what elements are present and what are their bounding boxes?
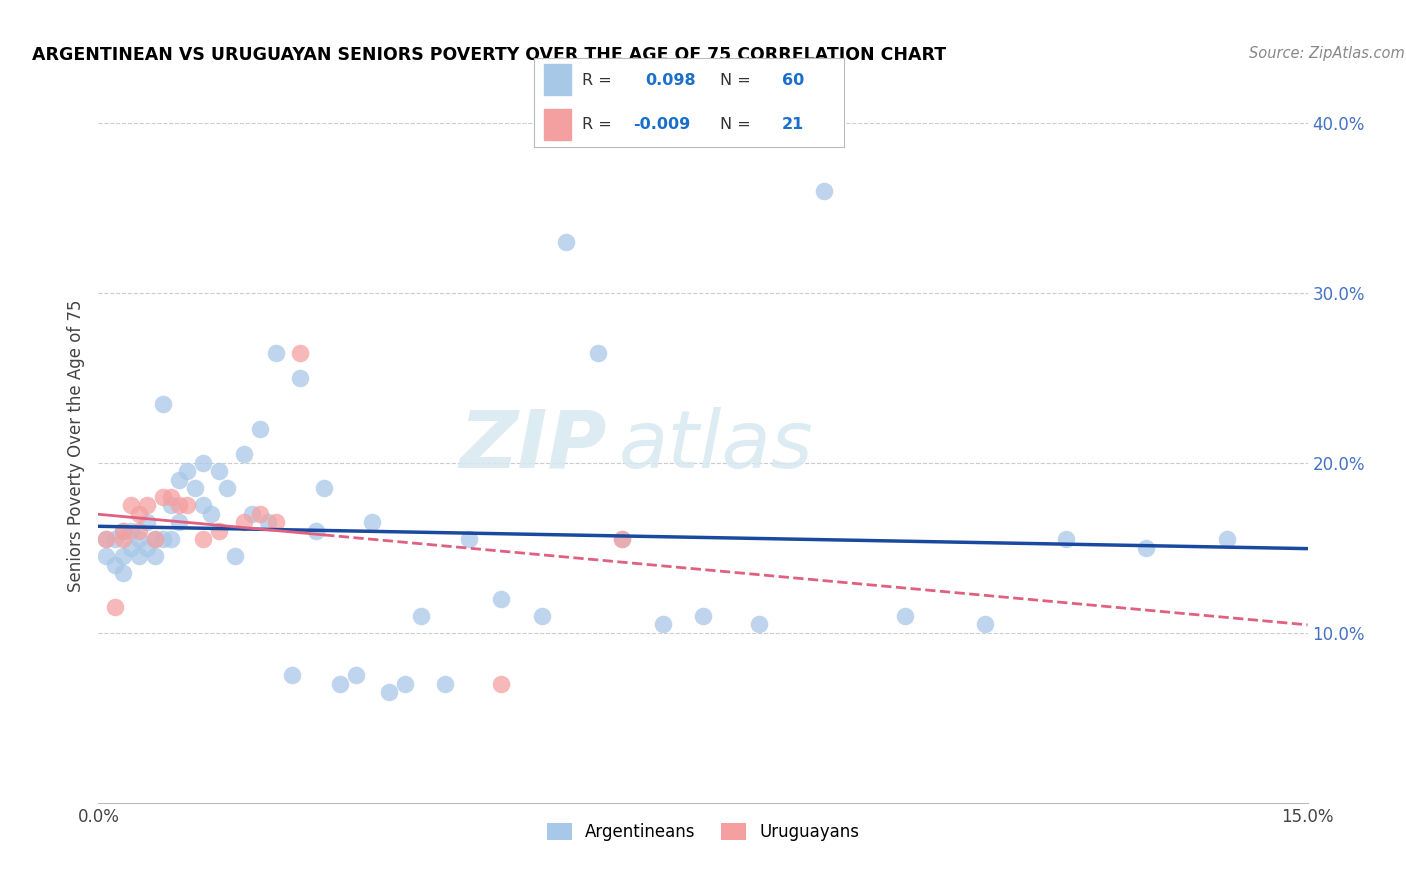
Point [167, 499, 190, 513]
Point [288, 345, 311, 359]
Point [135, 499, 157, 513]
Point [96, 533, 118, 547]
Y-axis label: Seniors Poverty Over the Age of 75: Seniors Poverty Over the Age of 75 [66, 300, 84, 592]
Point [193, 499, 215, 513]
Point [586, 345, 609, 359]
Point [167, 473, 190, 487]
Point [1216, 533, 1239, 547]
Point [128, 549, 150, 564]
Point [128, 524, 150, 538]
Point [208, 524, 231, 538]
Text: 0.098: 0.098 [645, 73, 696, 87]
Point [651, 617, 673, 632]
Point [120, 524, 142, 538]
Bar [544, 64, 571, 95]
Point [152, 396, 174, 410]
Point [208, 465, 231, 479]
Point [111, 524, 134, 538]
Text: N =: N = [720, 118, 751, 132]
Point [111, 566, 134, 581]
Point [1135, 541, 1157, 555]
Point [160, 490, 183, 504]
Point [193, 456, 215, 470]
Point [111, 549, 134, 564]
Point [120, 541, 142, 555]
Point [128, 507, 150, 521]
Point [152, 490, 174, 504]
Text: R =: R = [582, 118, 612, 132]
Point [612, 533, 634, 547]
Text: 21: 21 [782, 118, 804, 132]
Point [200, 507, 222, 521]
Text: N =: N = [720, 73, 751, 87]
Text: Source: ZipAtlas.com: Source: ZipAtlas.com [1249, 46, 1405, 62]
Point [434, 677, 457, 691]
Text: -0.009: -0.009 [633, 118, 690, 132]
Point [361, 516, 384, 530]
Point [264, 516, 287, 530]
Text: 60: 60 [782, 73, 804, 87]
Point [249, 507, 271, 521]
Text: ZIP: ZIP [458, 407, 606, 485]
Point [555, 235, 578, 249]
Point [103, 558, 125, 572]
Point [160, 533, 183, 547]
Point [692, 608, 714, 623]
Point [813, 184, 835, 198]
Point [530, 608, 553, 623]
Point [314, 482, 336, 496]
Point [264, 345, 287, 359]
Point [111, 533, 134, 547]
Point [491, 591, 513, 606]
Point [184, 482, 207, 496]
Point [281, 668, 304, 682]
Point [135, 541, 157, 555]
Point [249, 422, 271, 436]
Point [748, 617, 770, 632]
Point [103, 600, 125, 615]
Point [394, 677, 416, 691]
Text: atlas: atlas [619, 407, 813, 485]
Point [491, 677, 513, 691]
Point [120, 499, 142, 513]
Point [176, 499, 198, 513]
Point [1054, 533, 1077, 547]
Point [176, 465, 198, 479]
Text: ARGENTINEAN VS URUGUAYAN SENIORS POVERTY OVER THE AGE OF 75 CORRELATION CHART: ARGENTINEAN VS URUGUAYAN SENIORS POVERTY… [32, 46, 946, 64]
Bar [544, 109, 571, 140]
Point [409, 608, 432, 623]
Point [103, 533, 125, 547]
Point [232, 448, 254, 462]
Text: R =: R = [582, 73, 612, 87]
Point [111, 524, 134, 538]
Point [288, 371, 311, 385]
Point [128, 533, 150, 547]
Point [612, 533, 634, 547]
Point [152, 533, 174, 547]
Point [893, 608, 915, 623]
Point [143, 533, 166, 547]
Point [305, 524, 328, 538]
Point [329, 677, 352, 691]
Point [344, 668, 367, 682]
Point [167, 516, 190, 530]
Point [143, 533, 166, 547]
Point [377, 685, 399, 699]
Point [193, 533, 215, 547]
Point [232, 516, 254, 530]
Point [143, 549, 166, 564]
Point [240, 507, 263, 521]
Point [96, 549, 118, 564]
Point [974, 617, 997, 632]
Point [135, 516, 157, 530]
Point [224, 549, 246, 564]
Point [217, 482, 239, 496]
Point [458, 533, 481, 547]
Legend: Argentineans, Uruguayans: Argentineans, Uruguayans [540, 816, 866, 848]
Point [96, 533, 118, 547]
Point [160, 499, 183, 513]
Point [256, 516, 278, 530]
